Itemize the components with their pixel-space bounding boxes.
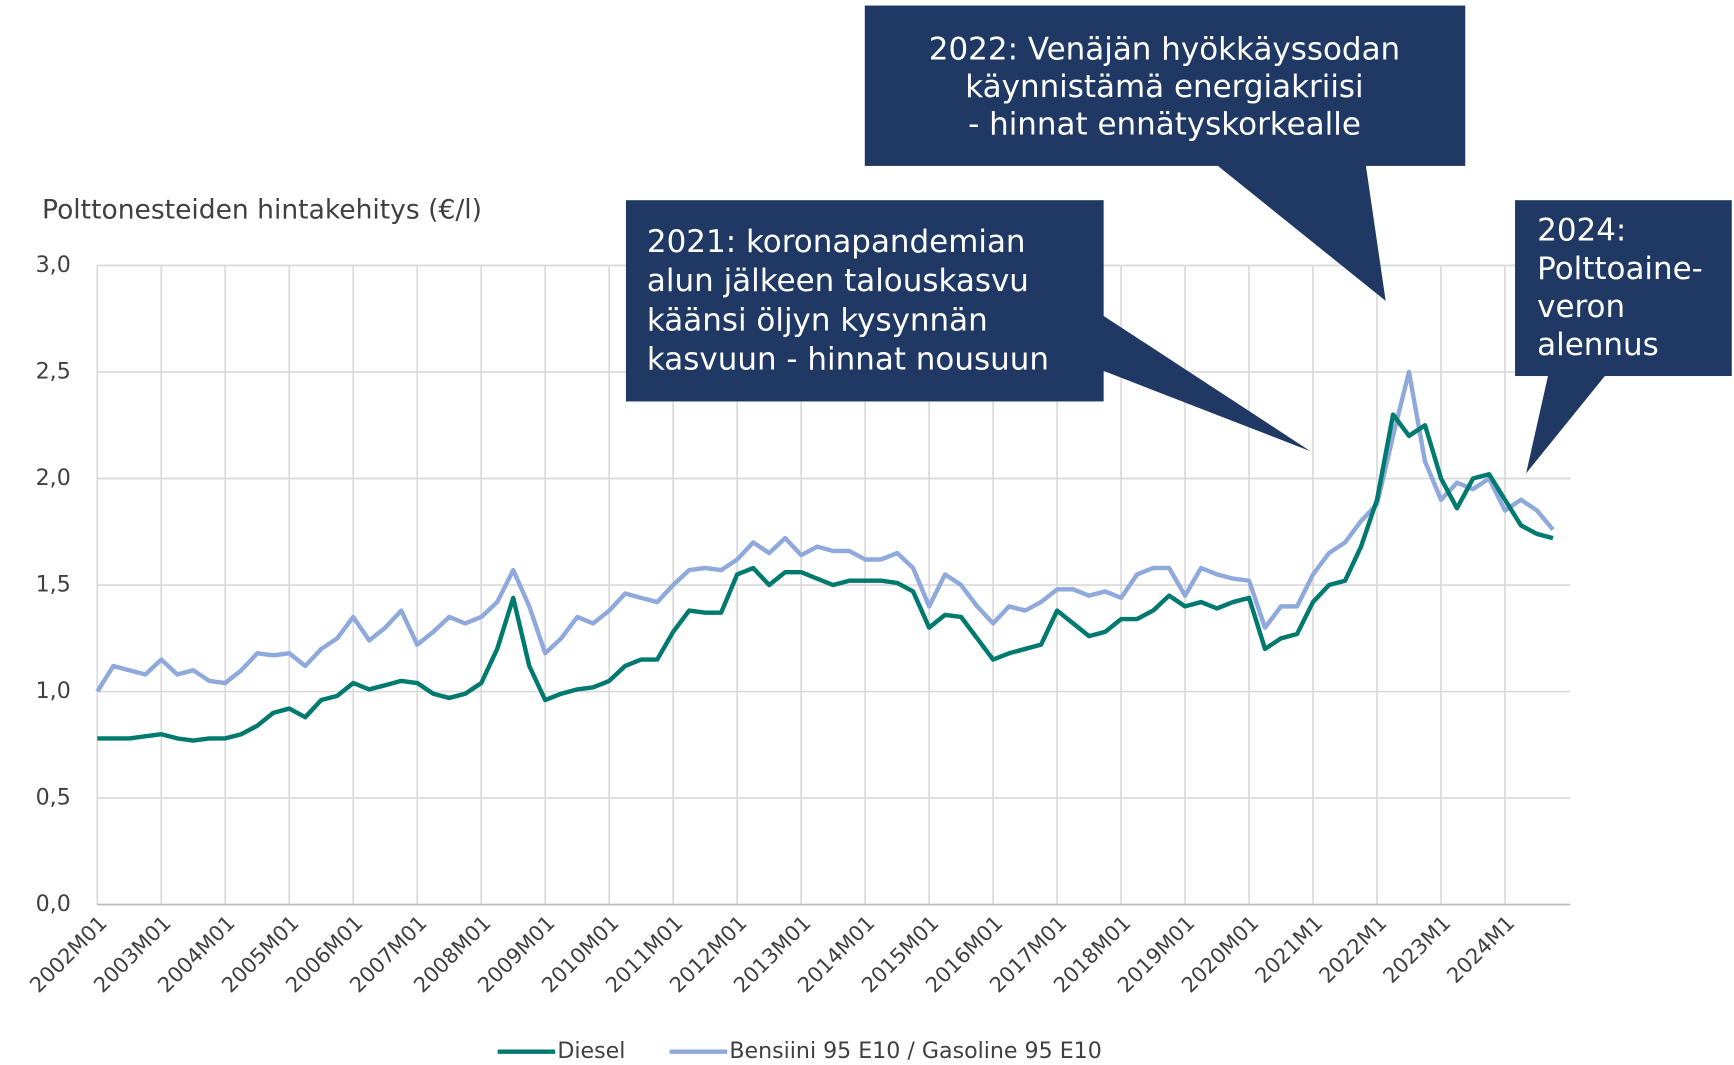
y-tick-label: 1,5	[36, 572, 71, 598]
y-tick-label: 3,0	[36, 252, 71, 278]
y-tick-label: 2,5	[36, 358, 71, 384]
annotation-text: alun jälkeen talouskasvu	[647, 263, 1029, 299]
y-tick-label: 0,0	[36, 891, 71, 917]
annotation-text: 2024:	[1537, 213, 1626, 249]
annotation-text: veron	[1537, 289, 1625, 325]
y-tick-label: 0,5	[36, 785, 71, 811]
x-tick-label: 2021M1	[1250, 910, 1328, 988]
annotation-pointer	[1102, 315, 1311, 452]
annotation-box	[625, 200, 1104, 402]
annotation-text: Polttoaine-	[1537, 251, 1703, 287]
annotation-text: käynnistämä energiakriisi	[965, 69, 1363, 105]
annotation-text: kasvuun - hinnat nousuun	[647, 342, 1049, 378]
series-line	[97, 412, 1554, 743]
annotation-text: 2022: Venäjän hyökkäyssodan	[929, 31, 1400, 67]
y-tick-label: 2,0	[36, 465, 71, 491]
annotation-text: alennus	[1537, 327, 1659, 363]
annotation-text: 2021: koronapandemian	[647, 224, 1026, 260]
annotation-text: käänsi öljyn kysynnän	[647, 302, 988, 338]
annotation-box	[1515, 200, 1732, 377]
annotation-pointer	[1216, 164, 1386, 301]
annotation-text: - hinnat ennätyskorkealle	[968, 107, 1361, 143]
y-axis-title: Polttonesteiden hintakehitys (€/l)	[42, 195, 482, 226]
annotation-box	[864, 5, 1466, 166]
legend-label: Bensiini 95 E10 / Gasoline 95 E10	[729, 1038, 1101, 1064]
annotation-pointer	[1526, 374, 1606, 474]
x-tick-label: 2022M1	[1314, 910, 1392, 988]
y-tick-label: 1,0	[36, 678, 71, 704]
legend-label: Diesel	[557, 1038, 625, 1064]
series-line	[95, 369, 1555, 693]
x-tick-label: 2023M1	[1378, 910, 1456, 988]
x-tick-label: 2024M1	[1442, 910, 1520, 988]
